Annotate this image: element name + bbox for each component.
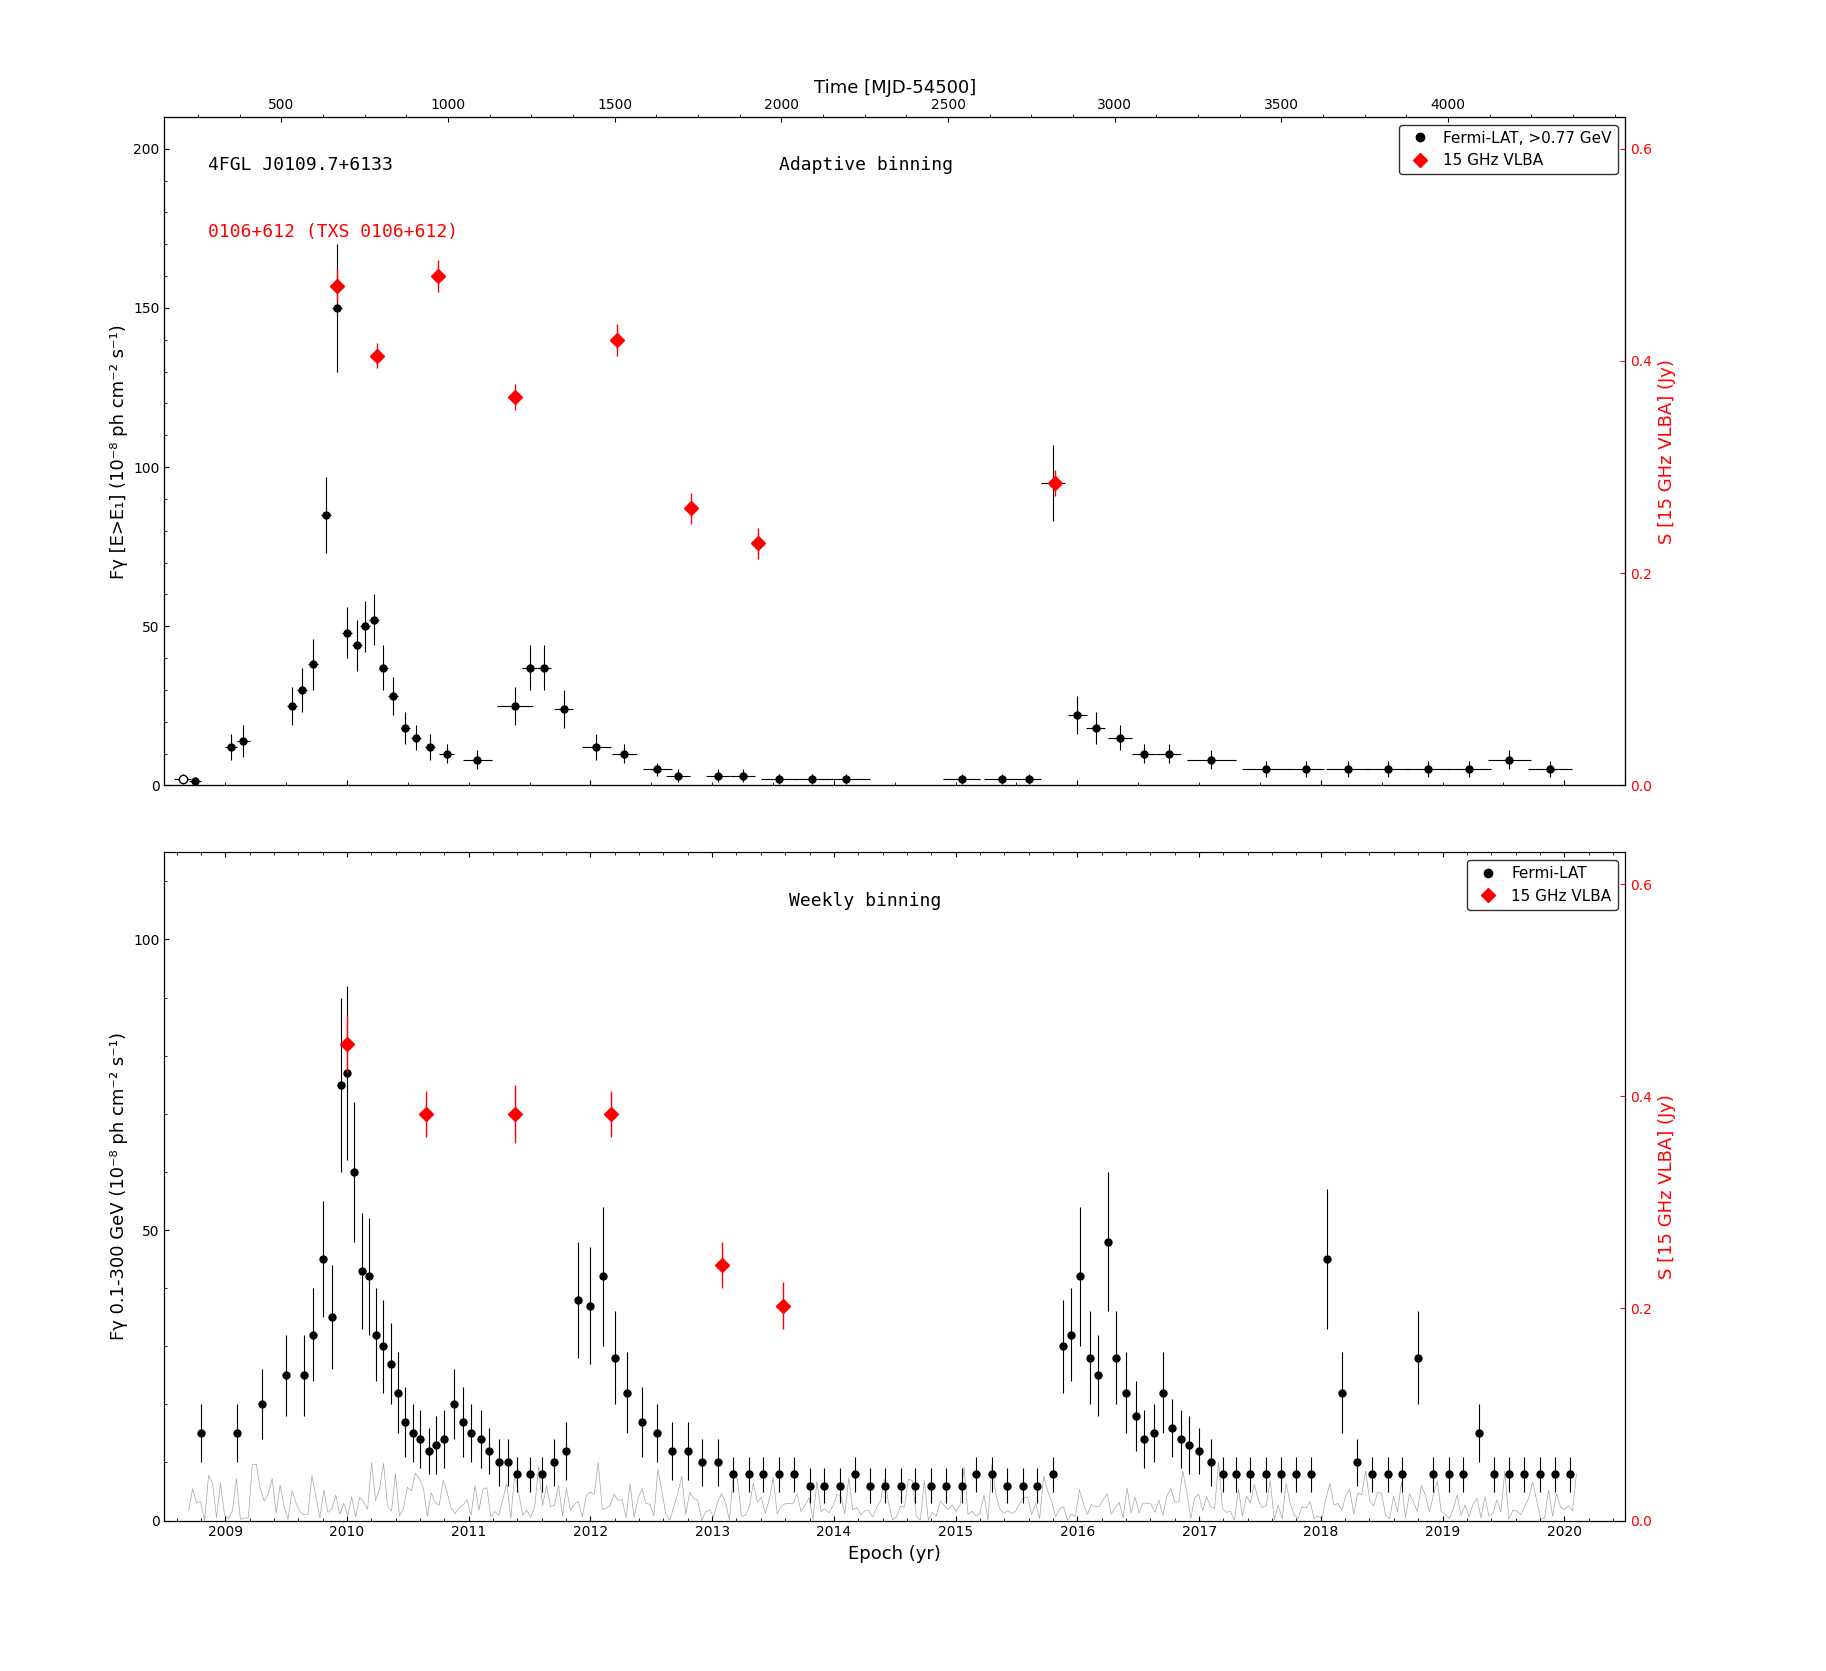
X-axis label: Time [MJD-54500]: Time [MJD-54500]: [814, 79, 975, 97]
X-axis label: Epoch (yr): Epoch (yr): [849, 1546, 940, 1562]
Y-axis label: S [15 GHz VLBA] (Jy): S [15 GHz VLBA] (Jy): [1658, 359, 1676, 543]
Y-axis label: S [15 GHz VLBA] (Jy): S [15 GHz VLBA] (Jy): [1658, 1095, 1676, 1278]
Text: Adaptive binning: Adaptive binning: [778, 157, 953, 174]
Y-axis label: Fγ 0.1-300 GeV (10⁻⁸ ph cm⁻² s⁻¹): Fγ 0.1-300 GeV (10⁻⁸ ph cm⁻² s⁻¹): [110, 1033, 128, 1340]
Text: 0106+612 (TXS 0106+612): 0106+612 (TXS 0106+612): [208, 224, 458, 241]
Legend: Fermi-LAT, 15 GHz VLBA: Fermi-LAT, 15 GHz VLBA: [1466, 861, 1618, 909]
Text: Weekly binning: Weekly binning: [789, 892, 942, 909]
Y-axis label: Fγ [E>E₁] (10⁻⁸ ph cm⁻² s⁻¹): Fγ [E>E₁] (10⁻⁸ ph cm⁻² s⁻¹): [110, 324, 128, 578]
Legend: Fermi-LAT, >0.77 GeV, 15 GHz VLBA: Fermi-LAT, >0.77 GeV, 15 GHz VLBA: [1399, 125, 1618, 174]
Text: 4FGL J0109.7+6133: 4FGL J0109.7+6133: [208, 157, 393, 174]
